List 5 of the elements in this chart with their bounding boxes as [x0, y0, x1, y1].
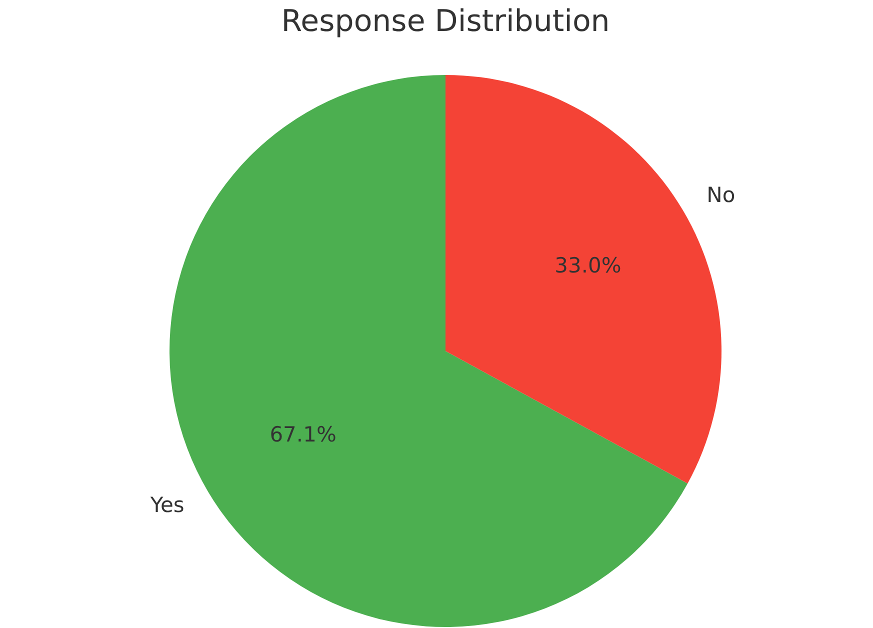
data-label: 67.1% — [270, 422, 336, 446]
chart-title: Response Distribution — [281, 4, 610, 39]
slice-label: Yes — [149, 492, 184, 517]
data-label: 33.0% — [554, 254, 622, 278]
slice-label: No — [706, 183, 736, 208]
